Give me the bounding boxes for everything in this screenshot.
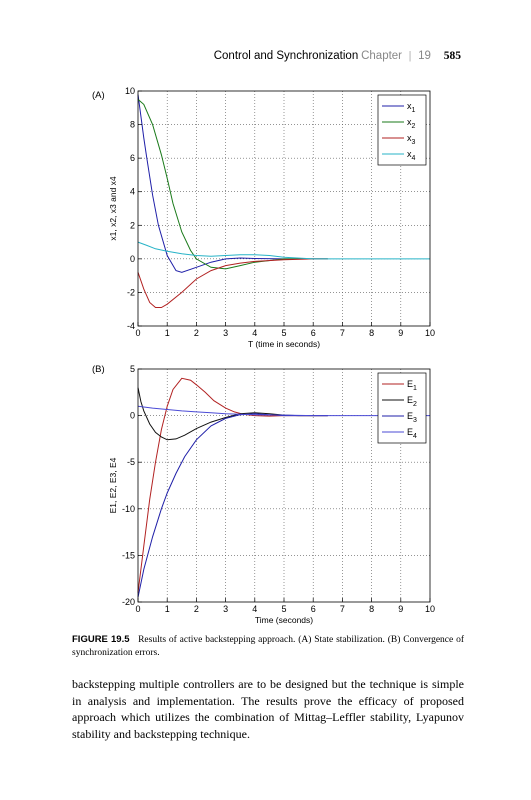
y-tick-label: 0 bbox=[130, 411, 135, 421]
figure-caption-label: FIGURE 19.5 bbox=[72, 634, 130, 645]
x-tick-label: 0 bbox=[135, 604, 140, 614]
legend-label-e1: E1 bbox=[407, 379, 417, 392]
chart-a: 0 1 2 3 4 5 6 7 8 9 10 -4 -2 0 2 4 6 8 10 T (time in second… bbox=[108, 86, 435, 349]
x-tick-label: 6 bbox=[311, 328, 316, 338]
series-line-x1 bbox=[137, 94, 328, 273]
x-tick-label: 9 bbox=[398, 604, 403, 614]
x-tick-label: 4 bbox=[252, 328, 257, 338]
body-paragraph: backstepping multiple controllers are to… bbox=[72, 677, 464, 741]
x-tick-label: 10 bbox=[425, 604, 435, 614]
figure-caption-text: Results of active backstepping approach.… bbox=[72, 635, 464, 658]
legend-label-e3: E3 bbox=[407, 411, 417, 424]
series-line-e4 bbox=[137, 405, 430, 417]
x-tick-label: 5 bbox=[281, 328, 286, 338]
y-tick-label: -5 bbox=[127, 457, 135, 467]
chapter-word: Chapter bbox=[361, 50, 403, 62]
x-tick-label: 2 bbox=[194, 604, 199, 614]
x-tick-label: 8 bbox=[369, 328, 374, 338]
series-line-x4 bbox=[137, 241, 430, 260]
running-header: Control and Synchronization Chapter | 19… bbox=[214, 50, 461, 62]
series-line-x3 bbox=[137, 258, 328, 308]
x-tick-label: 0 bbox=[135, 328, 140, 338]
x-tick-label: 8 bbox=[369, 604, 374, 614]
legend-label-x2: x2 bbox=[407, 117, 416, 130]
x-tick-label: 7 bbox=[340, 604, 345, 614]
y-tick-label: 8 bbox=[130, 120, 135, 130]
x-tick-label: 10 bbox=[425, 328, 435, 338]
x-tick-label: 1 bbox=[165, 328, 170, 338]
page-number: 585 bbox=[443, 50, 461, 62]
running-header-title: Control and Synchronization bbox=[213, 50, 359, 62]
x-axis-label: T (time in seconds) bbox=[248, 339, 320, 349]
figure-caption: FIGURE 19.5 Results of active backsteppi… bbox=[72, 633, 464, 660]
y-tick-label: 2 bbox=[130, 220, 135, 230]
y-tick-label: 10 bbox=[125, 86, 135, 96]
panel-b-label: (B) bbox=[92, 364, 105, 375]
x-tick-label: 3 bbox=[223, 328, 228, 338]
y-tick-label: -10 bbox=[122, 504, 135, 514]
legend-label-e4: E4 bbox=[407, 427, 417, 440]
x-tick-label: 5 bbox=[281, 604, 286, 614]
x-tick-label: 2 bbox=[194, 328, 199, 338]
y-tick-label: -15 bbox=[122, 550, 135, 560]
legend-label-e2: E2 bbox=[407, 395, 417, 408]
y-tick-label: -20 bbox=[122, 597, 135, 607]
y-tick-label: -2 bbox=[127, 287, 135, 297]
y-axis-label: x1, x2, x3 and x4 bbox=[108, 176, 118, 241]
y-tick-label: 4 bbox=[130, 187, 135, 197]
series-line-e3 bbox=[137, 413, 328, 598]
legend-label-x3: x3 bbox=[407, 133, 416, 146]
legend-box bbox=[377, 94, 427, 166]
chapter-number: 19 bbox=[418, 50, 431, 62]
panel-a-label: (A) bbox=[92, 90, 105, 101]
series-line-e1 bbox=[137, 377, 328, 593]
x-tick-label: 1 bbox=[165, 604, 170, 614]
x-tick-label: 4 bbox=[252, 604, 257, 614]
series-line-x2 bbox=[137, 99, 328, 270]
y-tick-label: 0 bbox=[130, 254, 135, 264]
y-tick-label: -4 bbox=[127, 321, 135, 331]
x-tick-label: 6 bbox=[311, 604, 316, 614]
x-tick-label: 7 bbox=[340, 328, 345, 338]
header-separator: | bbox=[408, 50, 412, 62]
y-tick-label: 5 bbox=[130, 364, 135, 374]
y-axis-label: E1, E2, E3, E4 bbox=[108, 457, 118, 513]
x-tick-label: 9 bbox=[398, 328, 403, 338]
x-tick-label: 3 bbox=[223, 604, 228, 614]
legend-box bbox=[377, 372, 427, 444]
legend-label-x4: x4 bbox=[407, 149, 416, 162]
y-tick-label: 6 bbox=[130, 153, 135, 163]
legend-label-x1: x1 bbox=[407, 101, 416, 114]
x-axis-label: Time (seconds) bbox=[255, 615, 313, 625]
